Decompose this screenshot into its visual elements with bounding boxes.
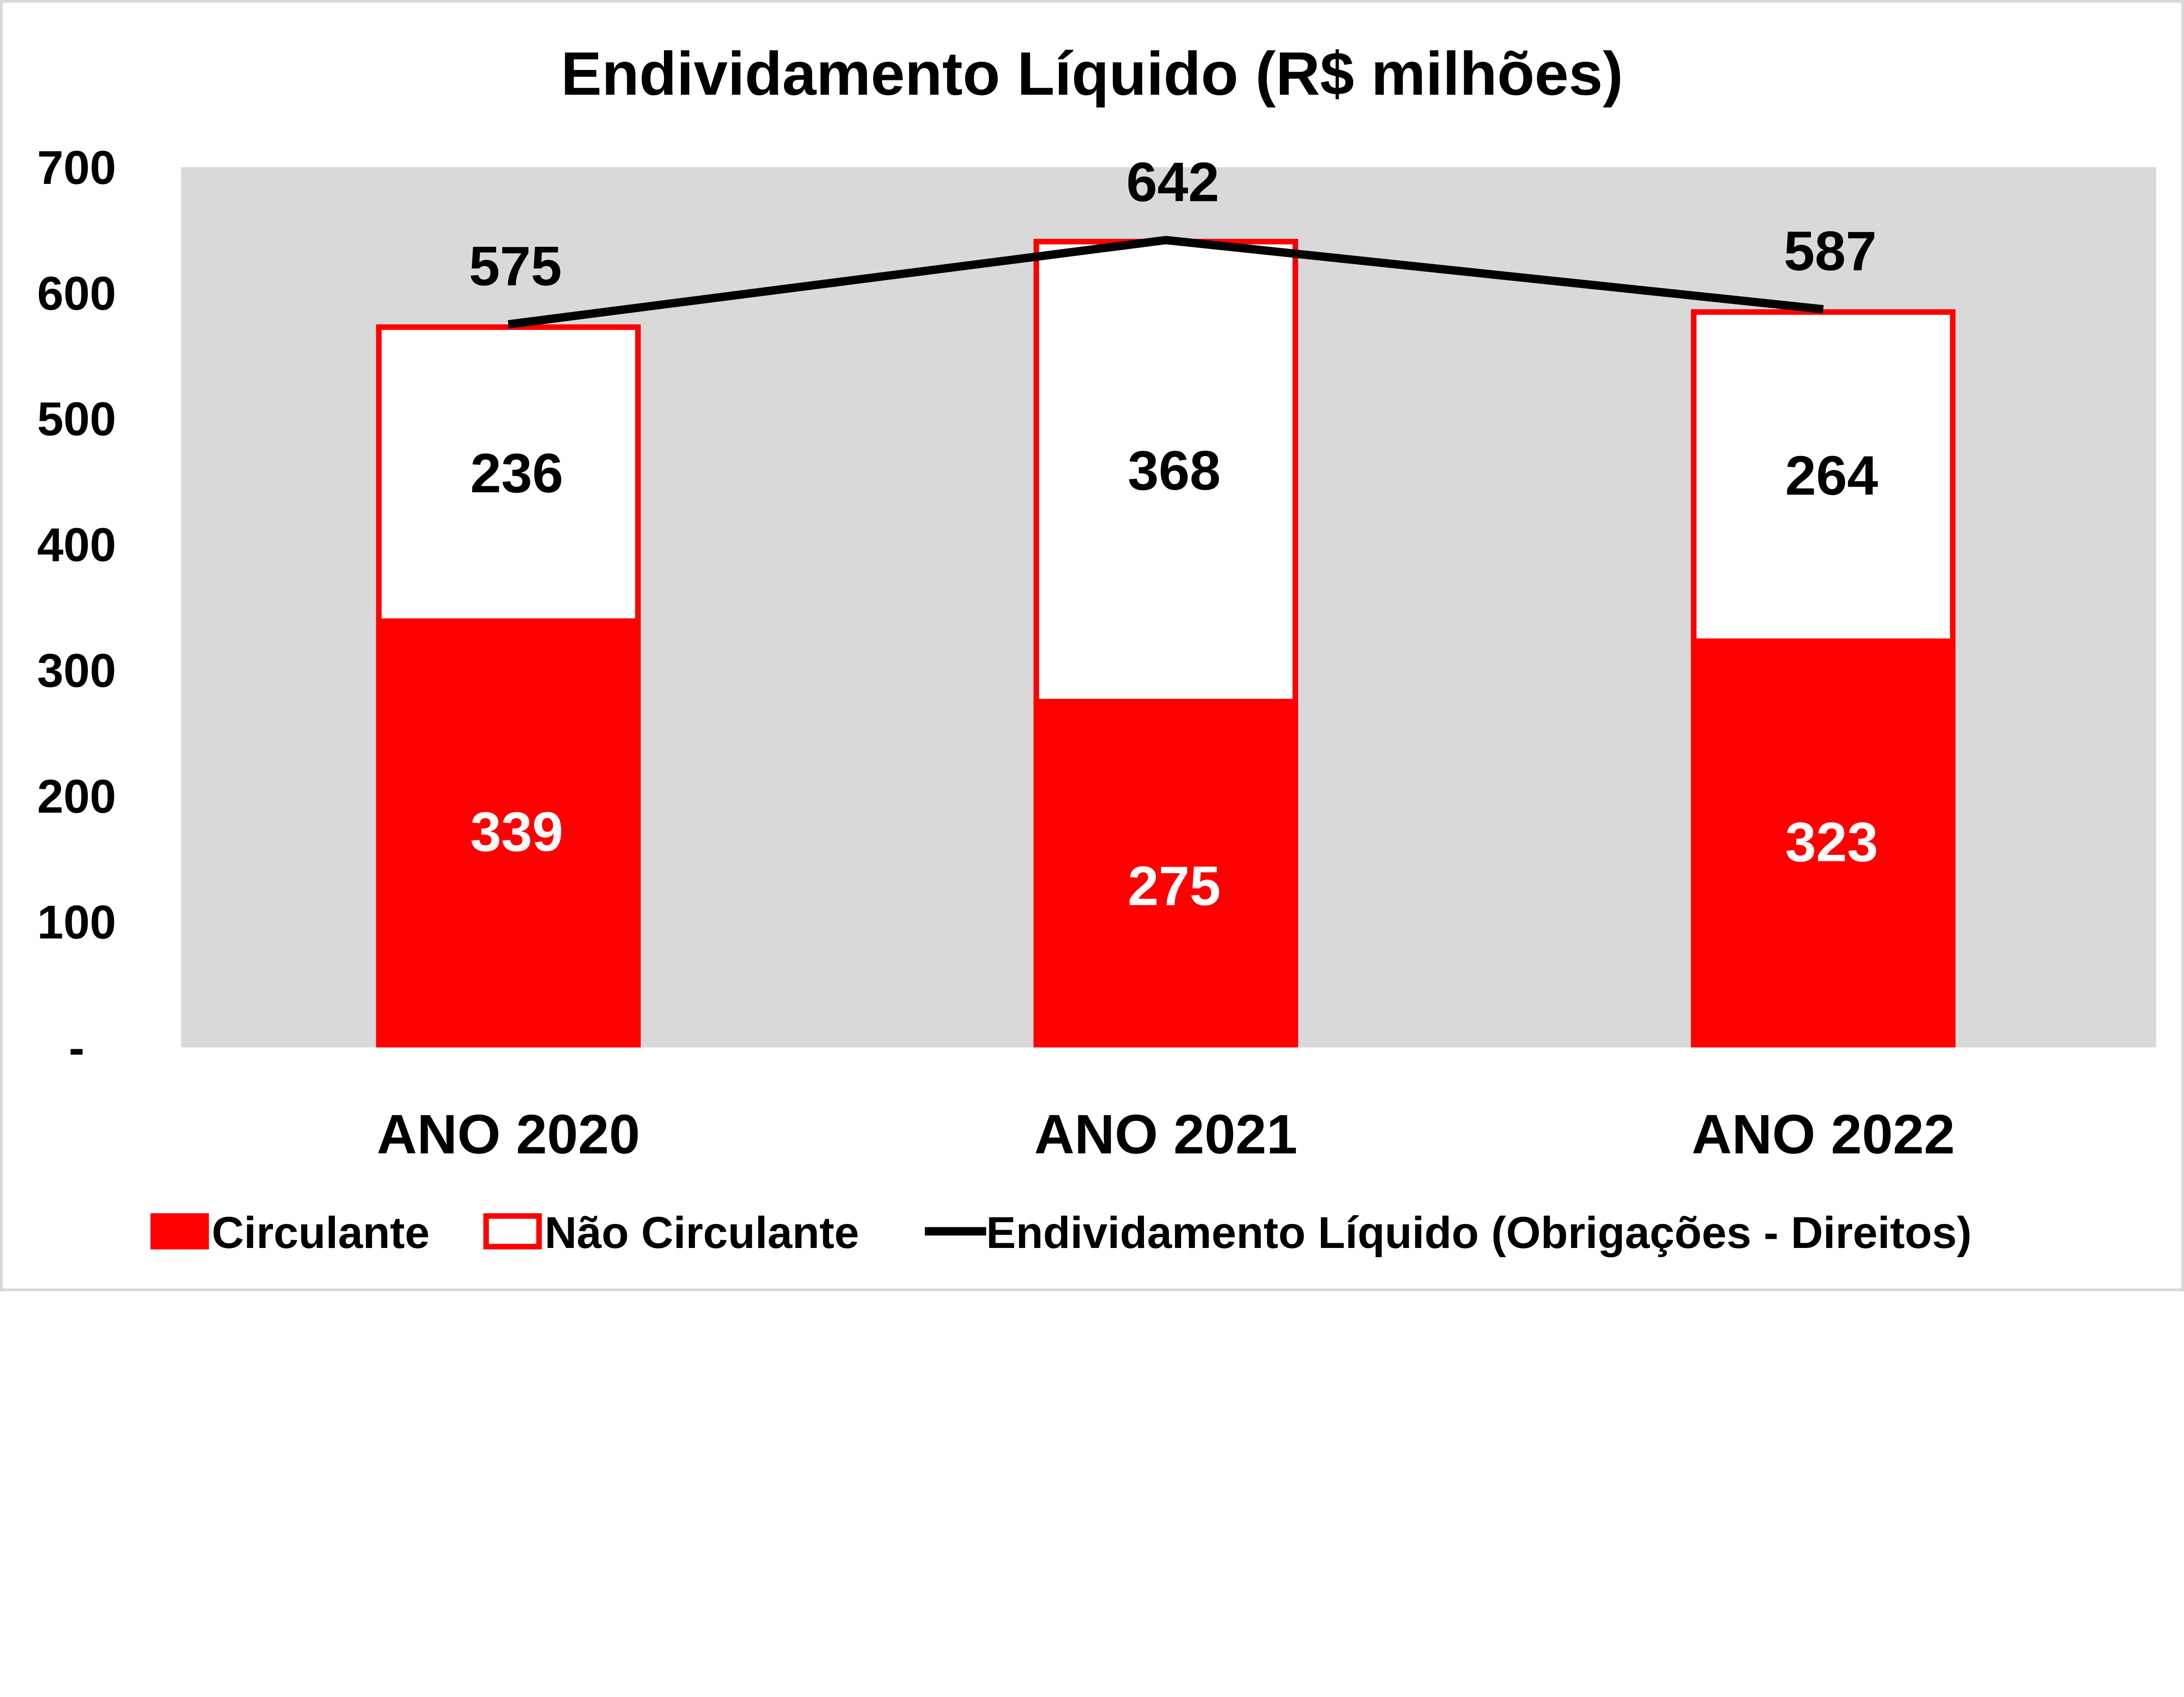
y-tick-label: 500 bbox=[37, 393, 116, 446]
line-point bbox=[508, 324, 509, 325]
x-axis: ANO 2020 ANO 2021 ANO 2022 bbox=[377, 1103, 1955, 1165]
y-tick-label: - bbox=[69, 1021, 84, 1074]
data-label-circulante: 275 bbox=[1128, 855, 1221, 917]
x-tick-label: ANO 2020 bbox=[377, 1103, 640, 1165]
bar-circulante bbox=[1691, 641, 1956, 1047]
line-point bbox=[1823, 309, 1824, 310]
data-label-total: 642 bbox=[1127, 151, 1220, 213]
line-series bbox=[508, 236, 1824, 329]
legend-label-nao-circulante: Não Circulante bbox=[545, 1208, 859, 1258]
bar-nao-circulante bbox=[1691, 309, 1956, 644]
bar-circulante bbox=[376, 621, 641, 1047]
data-label-circulante: 339 bbox=[470, 801, 563, 863]
y-tick-label: 300 bbox=[37, 644, 116, 697]
x-tick-label: ANO 2021 bbox=[1034, 1103, 1298, 1165]
data-labels: 339 236 575 275 368 642 323 264 587 bbox=[469, 151, 1878, 917]
legend-swatch-nao-circulante bbox=[483, 1213, 542, 1250]
data-label-nao-circulante: 264 bbox=[1785, 445, 1878, 507]
bar-circulante bbox=[1033, 702, 1298, 1047]
bar-nao-circulante bbox=[1033, 238, 1298, 705]
legend: Circulante Não Circulante Endividamento Lí… bbox=[150, 1208, 1972, 1258]
legend-label-circulante: Circulante bbox=[212, 1208, 430, 1258]
y-tick-label: 200 bbox=[37, 770, 116, 823]
x-tick-label: ANO 2022 bbox=[1692, 1103, 1955, 1165]
legend-label-line: Endividamento Líquido (Obrigações - Dire… bbox=[986, 1208, 1972, 1258]
data-label-circulante: 323 bbox=[1785, 811, 1878, 873]
legend-swatch-circulante bbox=[150, 1213, 209, 1250]
bar-nao-circulante bbox=[376, 324, 641, 624]
data-label-nao-circulante: 368 bbox=[1128, 440, 1221, 502]
data-label-total: 587 bbox=[1784, 221, 1877, 283]
data-label-nao-circulante: 236 bbox=[470, 442, 563, 505]
chart-title: Endividamento Líquido (R$ milhões) bbox=[561, 39, 1623, 108]
bars bbox=[376, 238, 1956, 1047]
y-tick-label: 600 bbox=[37, 267, 116, 320]
y-tick-label: 700 bbox=[37, 141, 116, 194]
y-tick-label: 100 bbox=[37, 895, 116, 948]
data-label-total: 575 bbox=[469, 235, 562, 297]
y-axis: - 100 200 300 400 500 600 700 bbox=[37, 141, 116, 1074]
y-tick-label: 400 bbox=[37, 518, 116, 571]
